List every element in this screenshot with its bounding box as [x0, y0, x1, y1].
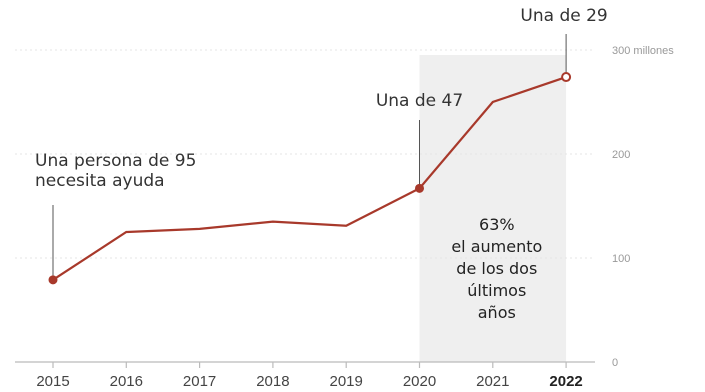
x-tick-label: 2020 — [403, 373, 436, 390]
x-axis: 2015 2016 2017 2018 2019 2020 2021 2022 — [15, 361, 595, 390]
x-tick-label: 2017 — [183, 373, 216, 390]
annotation-label: Una de 29 — [520, 6, 607, 26]
x-tick-label: 2018 — [256, 373, 289, 390]
shaded-period — [419, 55, 567, 362]
shaded-note-line: años — [478, 303, 516, 322]
y-tick-labels: 0 100 200 300 millones — [612, 45, 674, 369]
shaded-note-line: últimos — [467, 281, 526, 300]
leader-lines — [52, 34, 567, 280]
y-tick-label: 0 — [612, 357, 618, 369]
annotation-label: Una persona de 95 — [35, 151, 196, 171]
y-tick-label: 100 — [612, 253, 630, 265]
y-tick-label: 200 — [612, 149, 630, 161]
y-tick-label: 300 millones — [612, 45, 674, 57]
annotation-label: Una de 47 — [376, 91, 463, 111]
gridlines — [15, 49, 595, 259]
x-tick-label: 2021 — [476, 373, 509, 390]
shaded-note: 63% el aumento de los dos últimos años — [451, 215, 542, 322]
annotation-label: necesita ayuda — [35, 171, 165, 191]
data-point — [415, 183, 424, 193]
data-point — [561, 72, 572, 83]
data-points — [48, 72, 572, 285]
shaded-note-line: 63% — [479, 215, 515, 234]
x-tick-label: 2022 — [549, 373, 582, 390]
series-line — [52, 75, 567, 281]
shaded-note-line: de los dos — [456, 259, 537, 278]
shaded-note-line: el aumento — [451, 237, 542, 256]
x-tick-label: 2019 — [330, 373, 363, 390]
x-tick-label: 2016 — [110, 373, 143, 390]
data-point — [48, 275, 58, 285]
x-tick-label: 2015 — [36, 373, 69, 390]
